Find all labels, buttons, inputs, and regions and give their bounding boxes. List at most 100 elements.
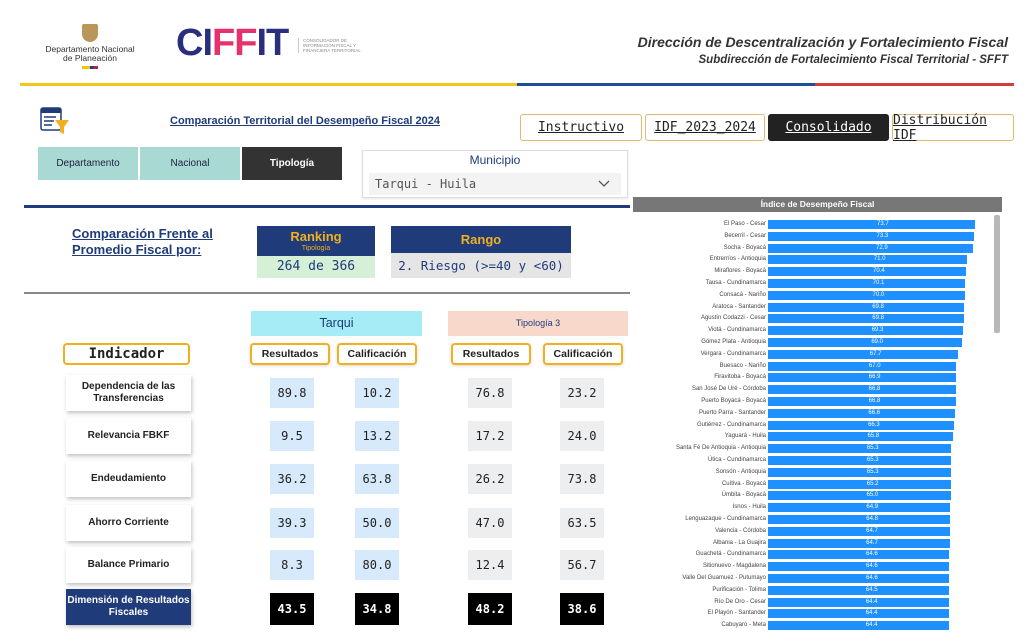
nav-idf-2023-2024-button[interactable]: IDF_2023_2024 — [645, 114, 765, 141]
chart-row[interactable]: Viotá - Cundinamarca 69.3 — [633, 325, 1003, 336]
bar[interactable] — [768, 231, 974, 241]
ranking-subtitle: Tipología — [301, 245, 331, 252]
bar[interactable] — [768, 373, 956, 383]
bar[interactable] — [768, 515, 950, 524]
chart-row[interactable]: Gutiérrez - Cundinamarca 66.3 — [633, 420, 1003, 431]
bar-value-label: 64.7 — [866, 527, 878, 534]
segment-nacional[interactable]: Nacional — [140, 147, 240, 180]
bar-value-label: 64.7 — [866, 539, 878, 546]
chart-row[interactable]: Gómez Plata - Antioquia 69.0 — [633, 337, 1003, 348]
chart-row[interactable]: Consacá - Nariño 70.0 — [633, 290, 1003, 301]
bar[interactable] — [768, 538, 950, 548]
bar[interactable] — [768, 526, 950, 536]
municipio-slicer[interactable]: Municipio Tarqui - Huila — [362, 150, 628, 198]
chart-row[interactable]: Firavitoba - Boyacá 66.9 — [633, 372, 1003, 383]
bar[interactable] — [768, 562, 950, 572]
header-titles: Dirección de Descentralización y Fortale… — [638, 34, 1008, 66]
bar[interactable] — [768, 361, 957, 371]
bar[interactable] — [768, 220, 975, 229]
bar[interactable] — [768, 609, 949, 619]
nav-distribucion-idf-button[interactable]: Distribución IDF — [892, 113, 1014, 143]
chart-row[interactable]: Úmbita - Boyacá 65.0 — [633, 490, 1003, 501]
bar[interactable] — [768, 420, 955, 430]
bar-value-label: 66.3 — [868, 421, 880, 428]
bar[interactable] — [768, 621, 949, 631]
bar-value-label: 65.2 — [866, 480, 879, 487]
bar[interactable] — [768, 585, 950, 595]
bar[interactable] — [768, 349, 959, 359]
bar[interactable] — [768, 255, 968, 265]
chart-row[interactable]: San José De Uré - Córdoba 66.8 — [633, 384, 1003, 395]
chart-row[interactable]: Puerto Boyacá - Boyacá 66.8 — [633, 396, 1003, 407]
ciffit-tagline: CONSOLIDADOR DE INFORMACIÓN FISCAL Y FIN… — [298, 38, 368, 53]
bar[interactable] — [768, 491, 951, 501]
bar[interactable] — [768, 243, 973, 253]
chart-row[interactable]: Entrerríos - Antioquia 71.0 — [633, 254, 1003, 265]
chart-row[interactable]: Purificación - Tolima 64.5 — [633, 585, 1003, 596]
segment-tipologia[interactable]: Tipología — [242, 147, 342, 180]
idf-bar-chart[interactable]: El Paso - Cesar 73.7 Becerril - Cesar 73.3 S… — [633, 215, 1003, 637]
chart-row[interactable]: Cabuyaro - Meta 64.4 — [633, 620, 1003, 631]
report-title[interactable]: Comparación Territorial del Desempeño Fi… — [170, 115, 441, 127]
chart-row[interactable]: Útica - Cundinamarca 65.3 — [633, 455, 1003, 466]
chart-row[interactable]: Guachetá - Cundinamarca 64.6 — [633, 549, 1003, 560]
bar[interactable] — [768, 326, 963, 336]
bar[interactable] — [768, 397, 956, 406]
chart-row[interactable]: Albania - La Guajira 64.7 — [633, 538, 1003, 549]
ranking-title: Ranking — [290, 229, 342, 244]
chart-row[interactable]: Santa Fé De Antioquia - Antioquia 65.3 — [633, 443, 1003, 454]
bar-value-label: 64.4 — [865, 610, 878, 617]
chart-row[interactable]: Socha - Boyacá 72.9 — [633, 243, 1003, 254]
chart-row[interactable]: El Paso - Cesar 73.7 — [633, 219, 1003, 230]
bar[interactable] — [768, 385, 956, 395]
bar[interactable] — [768, 314, 965, 324]
bar[interactable] — [768, 408, 956, 418]
bar[interactable] — [768, 503, 951, 513]
chart-row[interactable]: Valencia - Córdoba 64.7 — [633, 526, 1003, 537]
chart-row[interactable]: Buesaco - Nariño 67.0 — [633, 361, 1003, 372]
category-label: Lenguazaque - Cundinamarca — [685, 516, 766, 522]
chart-row[interactable]: Agustín Codazzi - Cesar 69.8 — [633, 313, 1003, 324]
bar[interactable] — [768, 467, 952, 477]
value-cell: 24.0 — [560, 421, 604, 451]
municipio-select[interactable]: Tarqui - Huila — [369, 173, 621, 195]
chart-row[interactable]: El Playón - Santander 64.4 — [633, 608, 1003, 619]
nav-consolidado-button[interactable]: Consolidado — [768, 114, 889, 141]
chart-scrollbar[interactable] — [994, 215, 1000, 333]
bar[interactable] — [768, 432, 953, 442]
nav-instructivo-button[interactable]: Instructivo — [520, 114, 642, 141]
chart-row[interactable]: Valle Del Guamuez - Putumayo 64.6 — [633, 573, 1003, 584]
bar[interactable] — [768, 302, 965, 312]
chart-title: Índice de Desempeño Fiscal — [633, 197, 1002, 212]
chart-row[interactable]: Lenguazaque - Cundinamarca 64.8 — [633, 514, 1003, 525]
chart-row[interactable]: Sitionuevo - Magdalena 64.6 — [633, 561, 1003, 572]
col-header-resultados: Resultados — [250, 343, 330, 365]
bar[interactable] — [768, 279, 965, 288]
category-label: Útica - Cundinamarca — [707, 457, 766, 463]
chart-row[interactable]: Cuítiva - Boyacá 65.2 — [633, 479, 1003, 490]
chart-row[interactable]: Isnos - Huila 64.9 — [633, 502, 1003, 513]
segment-departamento[interactable]: Departamento — [38, 147, 138, 180]
bar[interactable] — [768, 479, 952, 489]
chart-row[interactable]: Puerto Parra - Santander 66.6 — [633, 408, 1003, 419]
chart-row[interactable]: Yaguará - Huila 65.8 — [633, 431, 1003, 442]
chart-row[interactable]: Aratoca - Santander 69.8 — [633, 302, 1003, 313]
chevron-down-icon[interactable] — [597, 175, 611, 193]
bar[interactable] — [768, 444, 952, 454]
bar[interactable] — [768, 338, 962, 347]
chart-row[interactable]: Tausa - Cundinamarca 70.1 — [633, 278, 1003, 289]
bar[interactable] — [768, 550, 950, 560]
chart-row[interactable]: Becerril - Cesar 73.3 — [633, 231, 1003, 242]
indicator-label: Endeudamiento — [66, 461, 191, 497]
chart-row[interactable]: Miraflores - Boyacá 70.4 — [633, 266, 1003, 277]
bar[interactable] — [768, 456, 952, 465]
bar[interactable] — [768, 597, 949, 607]
header-divider — [20, 83, 1014, 86]
bar[interactable] — [768, 574, 950, 583]
bar[interactable] — [768, 267, 966, 277]
chart-row[interactable]: Vergara - Cundinamarca 67.7 — [633, 349, 1003, 360]
dnp-logo-text: Departamento Nacional de Planeación — [45, 44, 135, 63]
bar[interactable] — [768, 290, 965, 300]
chart-row[interactable]: Río De Oro - Cesar 64.4 — [633, 597, 1003, 608]
chart-row[interactable]: Sonsón - Antioquia 65.3 — [633, 467, 1003, 478]
